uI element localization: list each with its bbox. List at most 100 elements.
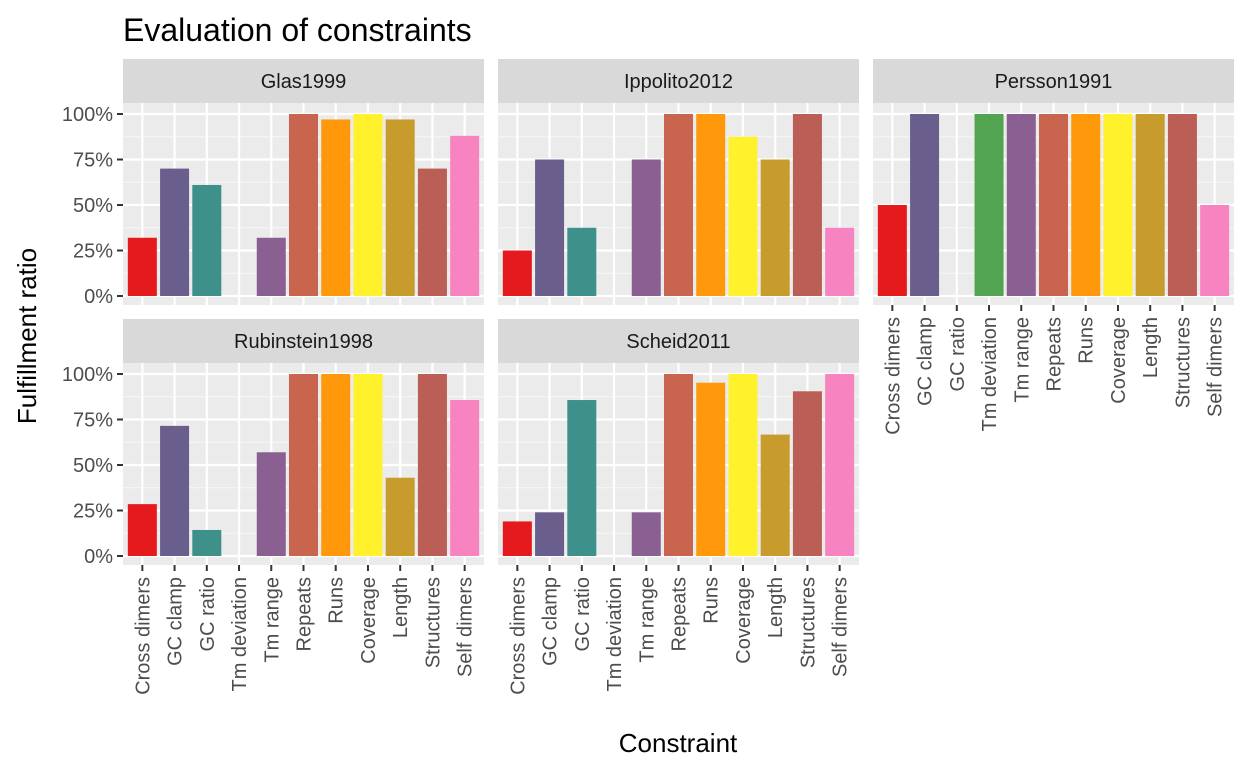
x-tick-label: Tm range: [261, 577, 283, 663]
bar: [417, 168, 447, 296]
x-tick-label: Self dimers: [455, 577, 477, 677]
x-tick-label: Repeats: [294, 577, 316, 652]
bar: [192, 184, 222, 296]
bar: [663, 374, 694, 556]
x-tick-label: GC clamp: [540, 577, 562, 666]
bar: [910, 114, 940, 296]
x-tick-label: Coverage: [358, 577, 380, 664]
x-tick-label: Repeats: [669, 577, 691, 652]
bar: [728, 374, 758, 556]
x-tick-label: Structures: [1172, 317, 1194, 408]
bar: [631, 512, 661, 556]
bar: [127, 237, 157, 296]
x-tick-label: GC ratio: [197, 577, 219, 651]
x-tick-label: Length: [765, 577, 787, 638]
x-tick-label: Self dimers: [1205, 317, 1227, 417]
bar: [535, 512, 565, 556]
x-tick-label: Length: [1140, 317, 1162, 378]
bar: [696, 114, 726, 296]
x-tick-label: Repeats: [1044, 317, 1066, 392]
x-tick-label: Self dimers: [830, 577, 852, 677]
bar: [760, 434, 790, 556]
y-tick-label: 50%: [73, 455, 113, 477]
x-tick-label: Runs: [1076, 317, 1098, 364]
facet-strip-label: Persson1991: [995, 71, 1113, 93]
bar: [825, 227, 855, 296]
x-tick-label: Runs: [326, 577, 348, 624]
bar: [385, 119, 415, 297]
bar: [127, 504, 157, 556]
y-tick-label: 100%: [62, 364, 113, 386]
bar: [631, 159, 661, 296]
facet-strip-label: Ippolito2012: [624, 71, 733, 93]
bar: [696, 382, 726, 556]
y-axis-title: Fulfillment ratio: [12, 248, 42, 424]
x-axis-title: Constraint: [619, 728, 738, 758]
x-tick-label: Cross dimers: [507, 577, 529, 695]
bar: [385, 477, 415, 556]
bar: [160, 425, 190, 556]
x-tick-label: Runs: [701, 577, 723, 624]
y-tick-label: 50%: [73, 195, 113, 217]
x-tick-label: Coverage: [733, 577, 755, 664]
bar: [1038, 114, 1069, 296]
chart-title: Evaluation of constraints: [123, 12, 472, 48]
facet-panel: Rubinstein1998 0% 25% 50% 75% 100% Cross dimer…: [62, 319, 484, 695]
x-tick-label: GC ratio: [947, 317, 969, 391]
bar: [450, 400, 480, 556]
y-tick-label: 75%: [73, 410, 113, 432]
bar: [567, 400, 597, 556]
x-tick-label: Cross dimers: [882, 317, 904, 435]
facet-strip: [498, 319, 859, 363]
y-tick-label: 25%: [73, 241, 113, 263]
x-tick-label: Tm range: [636, 577, 658, 663]
x-tick-label: Tm deviation: [229, 577, 251, 692]
facet-strip-label: Glas1999: [261, 71, 347, 93]
bar: [663, 114, 694, 296]
bar: [321, 119, 351, 297]
facet-strip: [123, 319, 484, 363]
bar: [450, 135, 480, 296]
bar: [353, 374, 383, 556]
facet-strip: [123, 59, 484, 103]
facet-strip: [873, 59, 1234, 103]
bar: [1200, 205, 1230, 296]
bar: [825, 374, 855, 556]
bar: [567, 227, 597, 296]
facet-panel: Ippolito2012: [498, 59, 859, 305]
bar: [256, 452, 286, 556]
facet-strip: [498, 59, 859, 103]
bar: [321, 374, 351, 556]
bar: [877, 205, 907, 296]
x-tick-label: Cross dimers: [132, 577, 154, 695]
bar: [728, 136, 758, 296]
bar: [792, 114, 822, 296]
bar: [288, 374, 319, 556]
facet-panel: Scheid2011 Cross dimers GC clamp GC ratio Tm…: [498, 319, 859, 695]
bar: [1006, 114, 1036, 296]
bar: [974, 114, 1004, 296]
x-tick-label: GC ratio: [572, 577, 594, 651]
bar: [760, 159, 790, 296]
y-tick-label: 25%: [73, 501, 113, 523]
facet-panels: Glas1999 0% 25% 50% 75% 100% Ippolito2012 Perss…: [62, 59, 1234, 695]
bar: [160, 168, 190, 296]
y-tick-label: 0%: [84, 546, 113, 568]
x-tick-label: GC clamp: [915, 317, 937, 406]
facet-strip-label: Rubinstein1998: [234, 331, 373, 353]
bar: [417, 374, 447, 556]
x-tick-label: Coverage: [1108, 317, 1130, 404]
y-tick-label: 75%: [73, 150, 113, 172]
bar: [502, 521, 532, 556]
bar: [353, 114, 383, 296]
bar: [792, 391, 822, 556]
x-tick-label: Tm deviation: [979, 317, 1001, 432]
facet-strip-label: Scheid2011: [626, 331, 730, 353]
bar: [535, 159, 565, 296]
bar: [502, 250, 532, 296]
x-tick-label: GC clamp: [165, 577, 187, 666]
x-tick-label: Structures: [422, 577, 444, 668]
facet-panel: Persson1991 Cross dimers GC clamp GC ratio T…: [873, 59, 1234, 435]
facet-panel: Glas1999 0% 25% 50% 75% 100%: [62, 59, 484, 308]
